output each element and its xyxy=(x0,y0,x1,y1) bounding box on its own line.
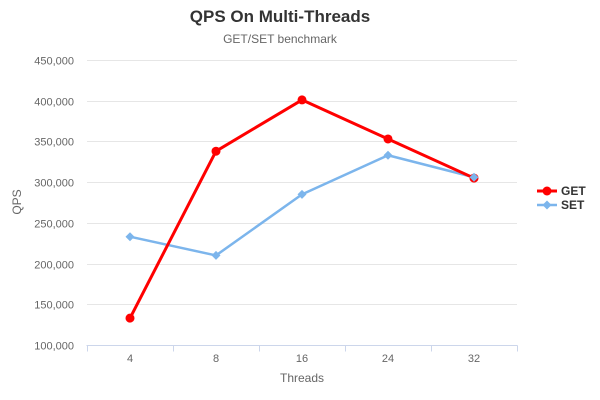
series-line-set xyxy=(128,154,476,257)
y-axis-tick-label: 300,000 xyxy=(34,178,74,190)
legend-item-set[interactable]: SET xyxy=(537,198,586,212)
data-point-set[interactable] xyxy=(469,172,479,182)
data-point-set[interactable] xyxy=(211,250,221,260)
y-axis-tick-label: 350,000 xyxy=(34,137,74,149)
x-axis-tick-label: 24 xyxy=(382,353,394,365)
legend-item-get[interactable]: GET xyxy=(537,184,586,198)
legend: GET SET xyxy=(537,184,586,212)
legend-label: SET xyxy=(561,198,585,212)
x-axis-tick-label: 32 xyxy=(468,353,480,365)
series-line-get xyxy=(128,98,476,320)
data-point-set[interactable] xyxy=(297,189,307,199)
data-point-get[interactable] xyxy=(297,95,307,105)
chart-subtitle: GET/SET benchmark xyxy=(223,32,337,46)
diamond-marker-icon xyxy=(537,200,557,210)
x-axis-tick-label: 16 xyxy=(296,353,308,365)
x-axis-title: Threads xyxy=(279,371,325,385)
legend-label: GET xyxy=(561,184,586,198)
x-axis-tick-label: 4 xyxy=(127,353,133,365)
y-axis-tick-label: 450,000 xyxy=(34,56,74,68)
data-point-get[interactable] xyxy=(125,313,135,323)
y-axis-tick-label: 200,000 xyxy=(34,260,74,272)
y-axis-tick-label: 100,000 xyxy=(34,341,74,353)
data-point-get[interactable] xyxy=(211,146,221,156)
data-point-set[interactable] xyxy=(125,232,135,242)
y-axis-tick-label: 250,000 xyxy=(34,219,74,231)
data-point-set[interactable] xyxy=(383,150,393,160)
x-axis-tick-label: 8 xyxy=(213,353,219,365)
data-point-get[interactable] xyxy=(383,134,393,144)
chart-title: QPS On Multi-Threads xyxy=(189,7,371,26)
y-axis-tick-label: 150,000 xyxy=(34,300,74,312)
y-axis-tick-label: 400,000 xyxy=(34,97,74,109)
circle-marker-icon xyxy=(537,186,557,196)
